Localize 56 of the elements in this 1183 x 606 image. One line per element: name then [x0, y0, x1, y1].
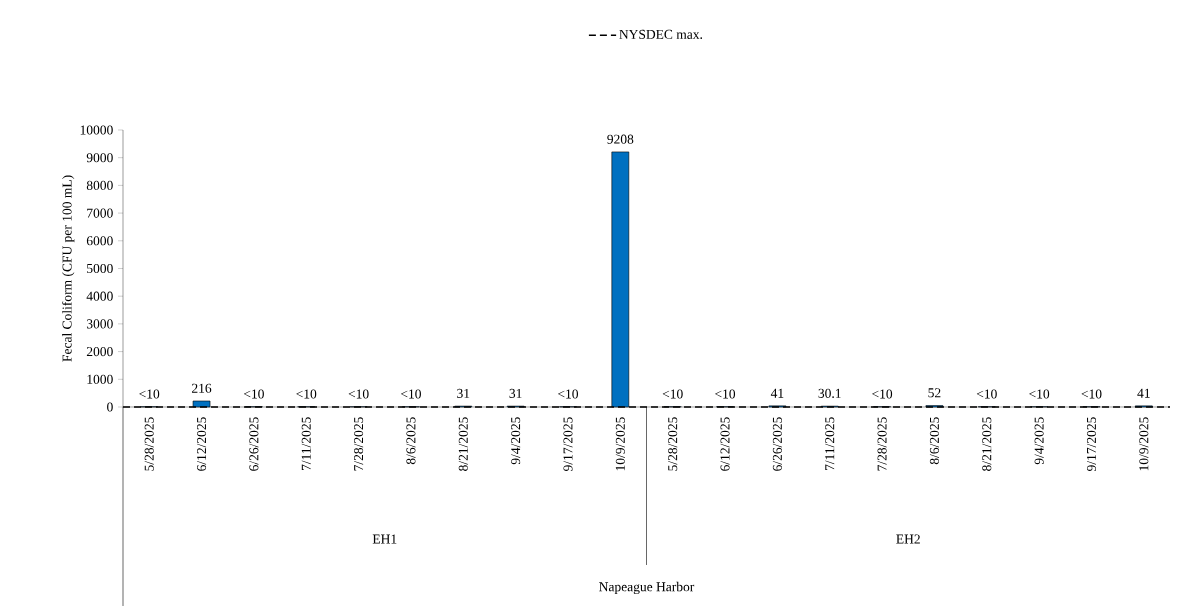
y-tick-label: 2000 [86, 347, 113, 357]
data-label: 30.1 [818, 388, 841, 398]
text: EH1 [372, 534, 397, 544]
x-tick-label: 9/17/2025 [1086, 417, 1097, 471]
data-label: <10 [296, 389, 317, 399]
x-tick-label: 5/28/2025 [144, 417, 154, 471]
data-label: 31 [457, 388, 470, 398]
data-label: 216 [192, 383, 212, 393]
y-tick-label: 7000 [87, 208, 113, 218]
x-tick-label: 8/6/2025 [406, 417, 416, 465]
data-label: <10 [139, 389, 160, 399]
data-label: <10 [244, 389, 264, 399]
legend-label: NYSDEC max. [619, 29, 703, 39]
x-tick-label: 6/26/2025 [249, 417, 259, 471]
x-tick-label: 10/9/2025 [1139, 417, 1149, 471]
data-label: <10 [976, 389, 997, 399]
y-axis-title: Fecal Coliform (CFU per 100 mL) [61, 175, 75, 362]
data-label: <10 [558, 389, 579, 399]
text: EH2 [896, 534, 920, 544]
y-tick-label: 10000 [80, 125, 113, 135]
data-label: <10 [715, 389, 736, 399]
data-label: 41 [1137, 388, 1150, 398]
x-tick-label: 5/28/2025 [668, 417, 678, 471]
x-tick-label: 8/21/2025 [458, 417, 468, 471]
y-tick-label: 5000 [87, 263, 113, 274]
y-tick-label: 9000 [86, 153, 113, 163]
data-label: <10 [872, 389, 893, 399]
data-label: <10 [1081, 389, 1102, 399]
y-tick-label: 0 [107, 402, 113, 412]
x-tick-label: 7/28/2025 [354, 417, 364, 471]
x-tick-label: 7/11/2025 [825, 417, 835, 471]
x-tick-label: 9/4/2025 [1034, 417, 1044, 465]
y-tick-label: 6000 [86, 236, 113, 246]
text: Napeague Harbor [599, 581, 695, 595]
y-tick-label: 1000 [87, 374, 113, 384]
data-label: <10 [662, 389, 683, 399]
x-tick-label: 8/6/2025 [929, 417, 939, 465]
data-label: <10 [401, 389, 421, 399]
x-tick-label: 9/17/2025 [563, 417, 573, 471]
y-tick-label: 4000 [86, 291, 113, 301]
data-label: <10 [348, 389, 369, 399]
x-tick-label: 6/12/2025 [196, 417, 207, 471]
x-tick-label: 9/4/2025 [511, 417, 521, 465]
data-label: 9208 [607, 134, 634, 144]
data-label: 41 [770, 388, 784, 398]
x-tick-label: 7/28/2025 [877, 417, 887, 471]
x-tick-label: 7/11/2025 [301, 417, 311, 471]
x-tick-label: 8/21/2025 [982, 417, 992, 471]
data-label: <10 [1029, 389, 1050, 399]
data-label: 31 [509, 388, 522, 398]
y-tick-label: 3000 [86, 319, 113, 329]
data-label: 52 [928, 388, 941, 398]
x-tick-label: 6/12/2025 [720, 417, 730, 471]
x-tick-label: 6/26/2025 [772, 417, 782, 471]
x-tick-label: 10/9/2025 [615, 417, 625, 471]
y-tick-label: 8000 [86, 180, 113, 190]
